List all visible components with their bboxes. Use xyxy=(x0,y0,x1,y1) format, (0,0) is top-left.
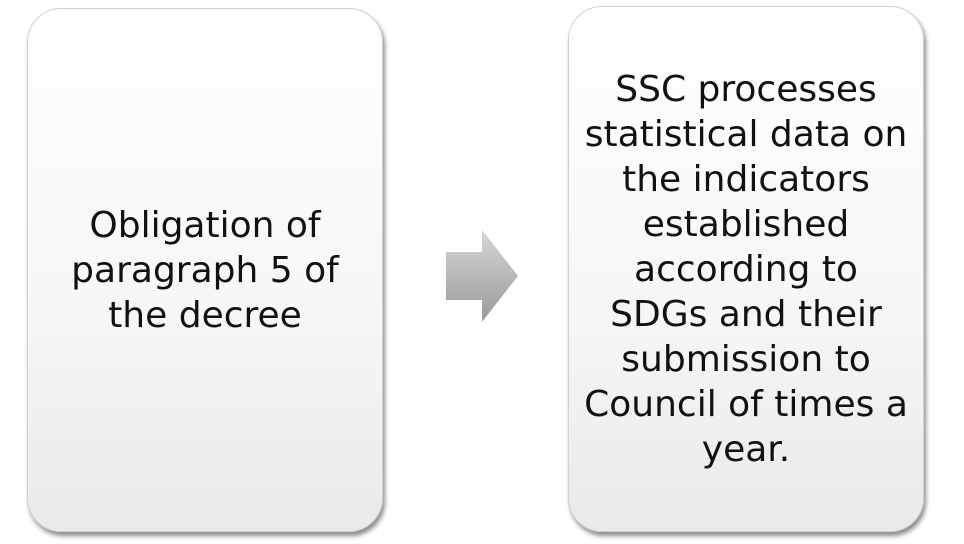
box-label: SSC processes statistical data on the in… xyxy=(584,68,908,470)
arrow xyxy=(446,230,518,322)
process-box: Obligation of paragraph 5 of the decree xyxy=(27,8,383,532)
process-box: SSC processes statistical data on the in… xyxy=(568,6,924,532)
box-label: Obligation of paragraph 5 of the decree xyxy=(71,204,339,336)
